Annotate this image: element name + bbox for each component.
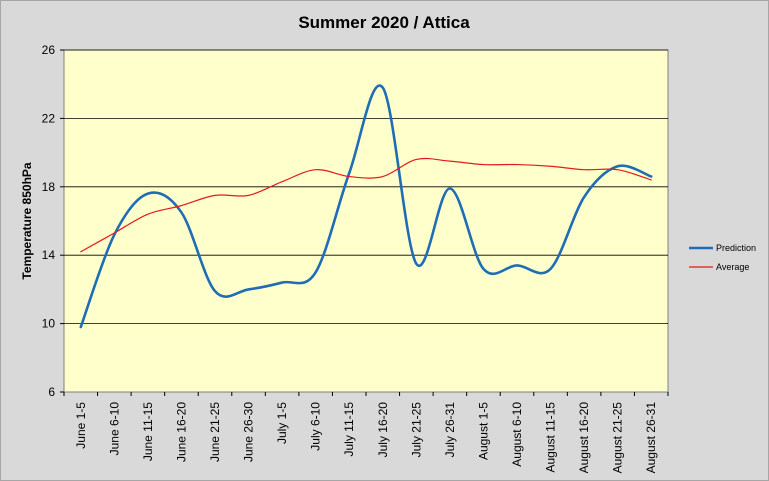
x-tick-label: August 16-20 xyxy=(577,402,591,474)
x-tick-label: August 11-15 xyxy=(544,402,558,473)
x-tick-label: July 1-5 xyxy=(275,402,289,444)
legend-label: Average xyxy=(716,262,749,272)
x-tick-label: June 11-15 xyxy=(141,402,155,461)
legend-item: Prediction xyxy=(689,243,756,253)
series-prediction xyxy=(79,84,653,329)
x-tick-label: July 11-15 xyxy=(342,402,356,457)
legend-label: Prediction xyxy=(716,243,756,253)
y-tick-label: 26 xyxy=(42,43,56,57)
legend: Prediction Average xyxy=(689,243,756,272)
y-axis-label: Temperature 850hPa xyxy=(20,162,34,279)
x-tick-label: June 16-20 xyxy=(174,402,188,462)
x-tick-label: July 26-31 xyxy=(443,402,457,458)
x-tick-label: June 26-30 xyxy=(242,402,256,462)
chart-title: Summer 2020 / Attica xyxy=(298,13,470,32)
x-tick-label: June 21-25 xyxy=(208,402,222,462)
x-tick-label: June 6-10 xyxy=(107,402,121,456)
y-tick-label: 14 xyxy=(42,248,56,262)
series-average xyxy=(80,157,652,253)
x-tick-label: June 1-5 xyxy=(74,402,88,449)
series-layer xyxy=(79,84,653,329)
y-axis-ticks: 6 10 14 18 22 26 xyxy=(42,43,64,399)
x-tick-label: July 16-20 xyxy=(376,402,390,458)
x-tick-label: July 6-10 xyxy=(309,402,323,451)
legend-item: Average xyxy=(689,262,749,272)
x-tick-label: July 21-25 xyxy=(409,402,423,458)
x-tick-label: August 26-31 xyxy=(644,402,658,474)
y-tick-label: 10 xyxy=(42,317,56,331)
y-tick-label: 18 xyxy=(42,180,56,194)
series-line xyxy=(79,84,653,329)
grid-lines xyxy=(64,49,668,325)
plot-area xyxy=(63,49,669,393)
x-tick-label: August 1-5 xyxy=(476,402,490,460)
series-line xyxy=(80,157,652,253)
x-tick-label: August 21-25 xyxy=(611,402,625,474)
y-tick-label: 6 xyxy=(48,385,55,399)
x-axis-ticks: June 1-5 June 6-10 June 11-15 June 16-20 Jun… xyxy=(63,392,669,474)
x-tick-label: August 6-10 xyxy=(510,402,524,467)
y-tick-label: 22 xyxy=(42,111,56,125)
